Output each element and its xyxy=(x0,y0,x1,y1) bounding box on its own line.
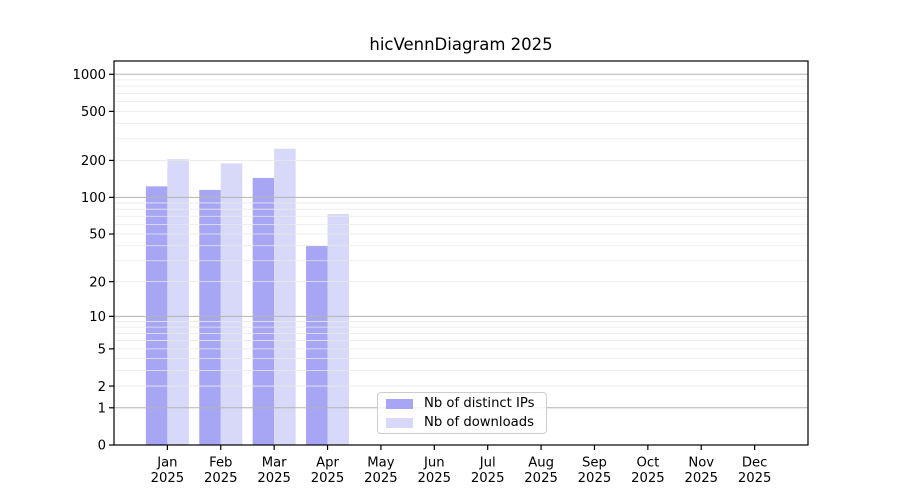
x-tick-year-sep: 2025 xyxy=(578,471,612,486)
y-tick-label-10: 10 xyxy=(89,310,106,325)
chart-title: hicVennDiagram 2025 xyxy=(369,35,553,54)
x-tick-year-apr: 2025 xyxy=(311,471,345,486)
x-tick-year-may: 2025 xyxy=(364,471,398,486)
x-tick-label-oct: Oct xyxy=(636,456,659,471)
bar-downloads-mar xyxy=(274,148,296,445)
y-tick-label-100: 100 xyxy=(81,191,106,206)
x-tick-year-dec: 2025 xyxy=(738,471,772,486)
x-tick-label-jan: Jan xyxy=(156,456,177,471)
bar-distinct-ips-mar xyxy=(252,177,275,445)
bar-downloads-feb xyxy=(220,163,243,445)
y-tick-label-500: 500 xyxy=(81,105,106,120)
x-tick-label-apr: Apr xyxy=(316,456,339,471)
x-tick-label-mar: Mar xyxy=(262,456,287,471)
bar-downloads-jan xyxy=(167,159,189,445)
y-tick-label-200: 200 xyxy=(81,154,106,169)
x-tick-label-aug: Aug xyxy=(528,456,554,471)
x-tick-label-may: May xyxy=(367,456,394,471)
bar-distinct-ips-feb xyxy=(199,189,221,445)
y-tick-label-0: 0 xyxy=(98,439,106,454)
x-tick-year-aug: 2025 xyxy=(524,471,558,486)
y-tick-label-2: 2 xyxy=(98,380,106,395)
x-tick-year-oct: 2025 xyxy=(631,471,665,486)
x-tick-year-mar: 2025 xyxy=(257,471,291,486)
y-tick-label-1000: 1000 xyxy=(72,68,106,83)
x-tick-label-sep: Sep xyxy=(582,456,607,471)
y-tick-label-1: 1 xyxy=(98,402,106,417)
x-tick-year-jun: 2025 xyxy=(418,471,452,486)
legend-entry-downloads: Nb of downloads xyxy=(386,415,538,430)
x-tick-label-feb: Feb xyxy=(209,456,232,471)
x-tick-label-nov: Nov xyxy=(688,456,714,471)
plot-border xyxy=(113,60,809,446)
bar-downloads-apr xyxy=(327,214,350,445)
y-tick-label-20: 20 xyxy=(89,275,106,290)
y-axis: 0 1 2 5 10 20 50 100 200 500 1000 xyxy=(72,68,114,454)
x-tick-label-dec: Dec xyxy=(742,456,768,471)
legend-swatch-distinct-ips-icon xyxy=(386,398,413,409)
x-tick-year-feb: 2025 xyxy=(204,471,238,486)
legend-label-downloads: Nb of downloads xyxy=(424,415,534,430)
x-axis: Jan2025Feb2025Mar2025Apr2025May2025Jun20… xyxy=(151,445,772,486)
legend-swatch-downloads-icon xyxy=(386,417,413,428)
x-tick-year-nov: 2025 xyxy=(684,471,718,486)
x-tick-year-jan: 2025 xyxy=(151,471,185,486)
legend-entry-distinct-ips: Nb of distinct IPs xyxy=(386,396,538,411)
x-tick-year-jul: 2025 xyxy=(471,471,505,486)
y-tick-label-50: 50 xyxy=(89,228,106,243)
y-tick-label-5: 5 xyxy=(98,343,106,358)
bar-distinct-ips-apr xyxy=(306,245,328,445)
x-tick-label-jul: Jul xyxy=(479,456,496,471)
legend-label-distinct-ips: Nb of distinct IPs xyxy=(424,396,535,411)
legend: Nb of distinct IPs Nb of downloads xyxy=(377,392,547,434)
bar-distinct-ips-jan xyxy=(145,186,168,445)
gridlines-group xyxy=(114,73,808,409)
x-tick-label-jun: Jun xyxy=(423,456,445,471)
bars-group xyxy=(145,148,350,445)
